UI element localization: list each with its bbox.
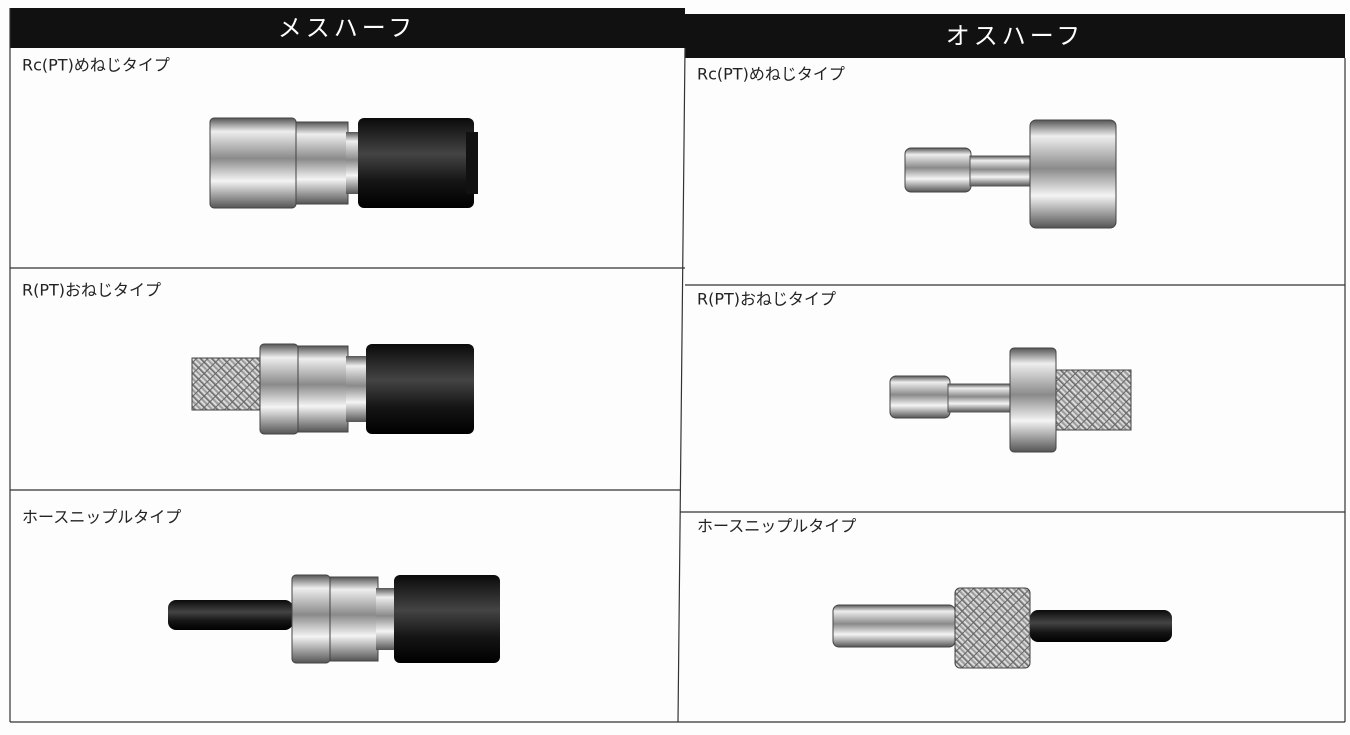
cell-label: Rc(PT)めねじタイプ [22,56,170,75]
cell-label: ホースニップルタイプ [697,517,856,536]
table-grid [9,8,1346,723]
product-image [209,117,478,209]
header-text: オスハーフ [946,22,1085,50]
header-text: メスハーフ [278,14,417,42]
product-image [191,343,474,435]
cell-label: R(PT)おねじタイプ [697,290,836,309]
product-image [832,587,1172,669]
header-cell [10,8,685,48]
cell-label: ホースニップルタイプ [22,508,181,527]
product-image [889,347,1132,453]
cell-label: R(PT)おねじタイプ [22,281,161,300]
product-image [168,574,500,664]
product-image [904,119,1117,229]
cell-label: Rc(PT)めねじタイプ [697,65,845,84]
header-cell [685,14,1345,58]
